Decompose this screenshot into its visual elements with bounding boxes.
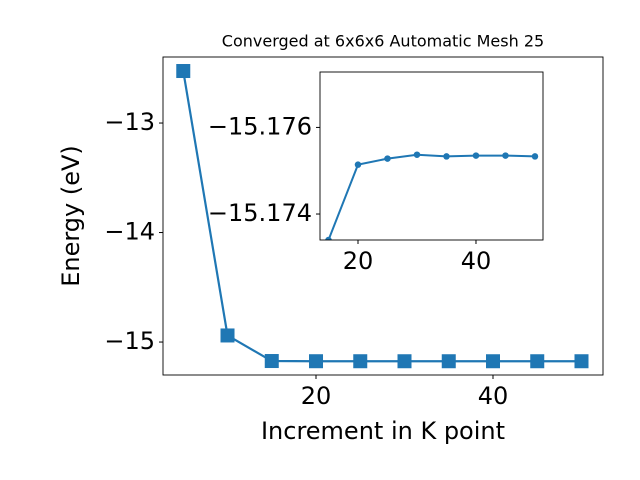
- plot-area: [176, 64, 589, 369]
- marker: [264, 354, 279, 369]
- marker: [176, 64, 191, 79]
- x-axis-label: Increment in K point: [261, 417, 505, 445]
- y-tick-label: −13: [104, 108, 155, 136]
- y-axis-label: Energy (eV): [57, 145, 85, 287]
- marker: [486, 354, 500, 369]
- chart-title: Converged at 6x6x6 Automatic Mesh 25: [222, 32, 544, 51]
- marker: [384, 155, 391, 162]
- marker: [502, 152, 509, 159]
- marker: [325, 236, 332, 240]
- axes-frame: [162, 56, 604, 376]
- marker: [443, 153, 450, 160]
- plot-area: [325, 151, 539, 240]
- marker: [354, 161, 362, 168]
- y-tick-label: −15.174: [208, 199, 312, 227]
- x-tick-label: 20: [343, 247, 374, 275]
- marker: [472, 152, 480, 159]
- x-tick-label: 40: [478, 382, 509, 410]
- marker: [397, 354, 412, 369]
- marker: [531, 153, 539, 160]
- y-tick-label: −14: [104, 218, 155, 246]
- marker: [530, 354, 545, 369]
- marker: [574, 354, 589, 369]
- marker: [353, 354, 368, 369]
- y-tick-label: −15: [104, 327, 155, 355]
- marker: [441, 354, 456, 369]
- marker: [413, 151, 421, 158]
- x-tick-label: 40: [461, 247, 492, 275]
- marker: [220, 328, 235, 343]
- series-line: [327, 153, 536, 240]
- x-tick-label: 20: [301, 382, 332, 410]
- axes-frame: [319, 71, 544, 241]
- series-line: [182, 70, 582, 363]
- y-tick-label: −15.176: [208, 112, 312, 140]
- marker: [309, 354, 324, 369]
